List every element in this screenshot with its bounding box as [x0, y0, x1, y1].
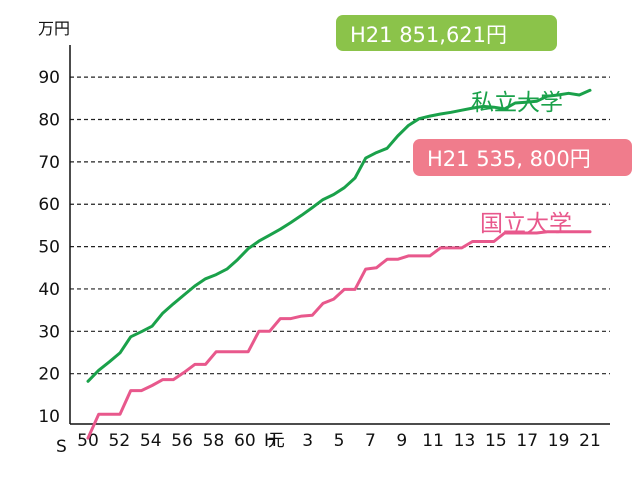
y-tick-70: 70	[38, 153, 60, 173]
x-tick-14: 17	[516, 431, 538, 451]
era-prefix-heisei: H	[264, 431, 277, 451]
x-tick-12: 13	[454, 431, 476, 451]
chart-axes	[69, 45, 610, 425]
national-callout: H21 535, 800円	[413, 139, 632, 176]
x-tick-9: 7	[365, 431, 376, 451]
series-lines	[86, 88, 592, 440]
x-tick-5: 60	[234, 431, 256, 451]
x-tick-11: 11	[422, 431, 444, 451]
y-tick-labels: 10 20 30 40 50 60 70 80 90	[38, 68, 60, 427]
y-tick-90: 90	[38, 68, 60, 88]
private-callout: H21 851,621円	[336, 15, 557, 51]
private-callout-box	[336, 15, 557, 51]
x-tick-16: 21	[579, 431, 601, 451]
private-series-label: 私立大学	[471, 90, 563, 116]
series-line-0	[86, 88, 592, 383]
x-tick-8: 5	[334, 431, 345, 451]
x-tick-4: 58	[203, 431, 225, 451]
x-tick-labels: 50 52 54 56 58 60 元 3 5 7 9 11 13 15 17 19 21	[77, 431, 601, 451]
x-tick-7: 3	[302, 431, 313, 451]
y-tick-20: 20	[38, 365, 60, 385]
national-callout-box	[413, 139, 632, 176]
x-tick-10: 9	[396, 431, 407, 451]
national-callout-text: H21 535, 800円	[427, 147, 591, 171]
x-tick-15: 19	[548, 431, 570, 451]
y-tick-60: 60	[38, 195, 60, 215]
x-tick-0: 50	[77, 431, 99, 451]
x-tick-6: 元	[268, 431, 285, 451]
y-tick-40: 40	[38, 280, 60, 300]
y-tick-80: 80	[38, 111, 60, 131]
y-tick-30: 30	[38, 322, 60, 342]
national-series-label: 国立大学	[480, 211, 572, 237]
x-tick-1: 52	[109, 431, 131, 451]
series-line-1	[86, 230, 592, 440]
era-prefix-showa: S	[56, 437, 67, 457]
unit-label: 万円	[38, 19, 70, 38]
x-tick-3: 56	[171, 431, 193, 451]
y-tick-50: 50	[38, 238, 60, 258]
x-tick-13: 15	[485, 431, 507, 451]
private-callout-text: H21 851,621円	[350, 23, 507, 47]
x-tick-2: 54	[140, 431, 162, 451]
y-tick-10: 10	[38, 407, 60, 427]
